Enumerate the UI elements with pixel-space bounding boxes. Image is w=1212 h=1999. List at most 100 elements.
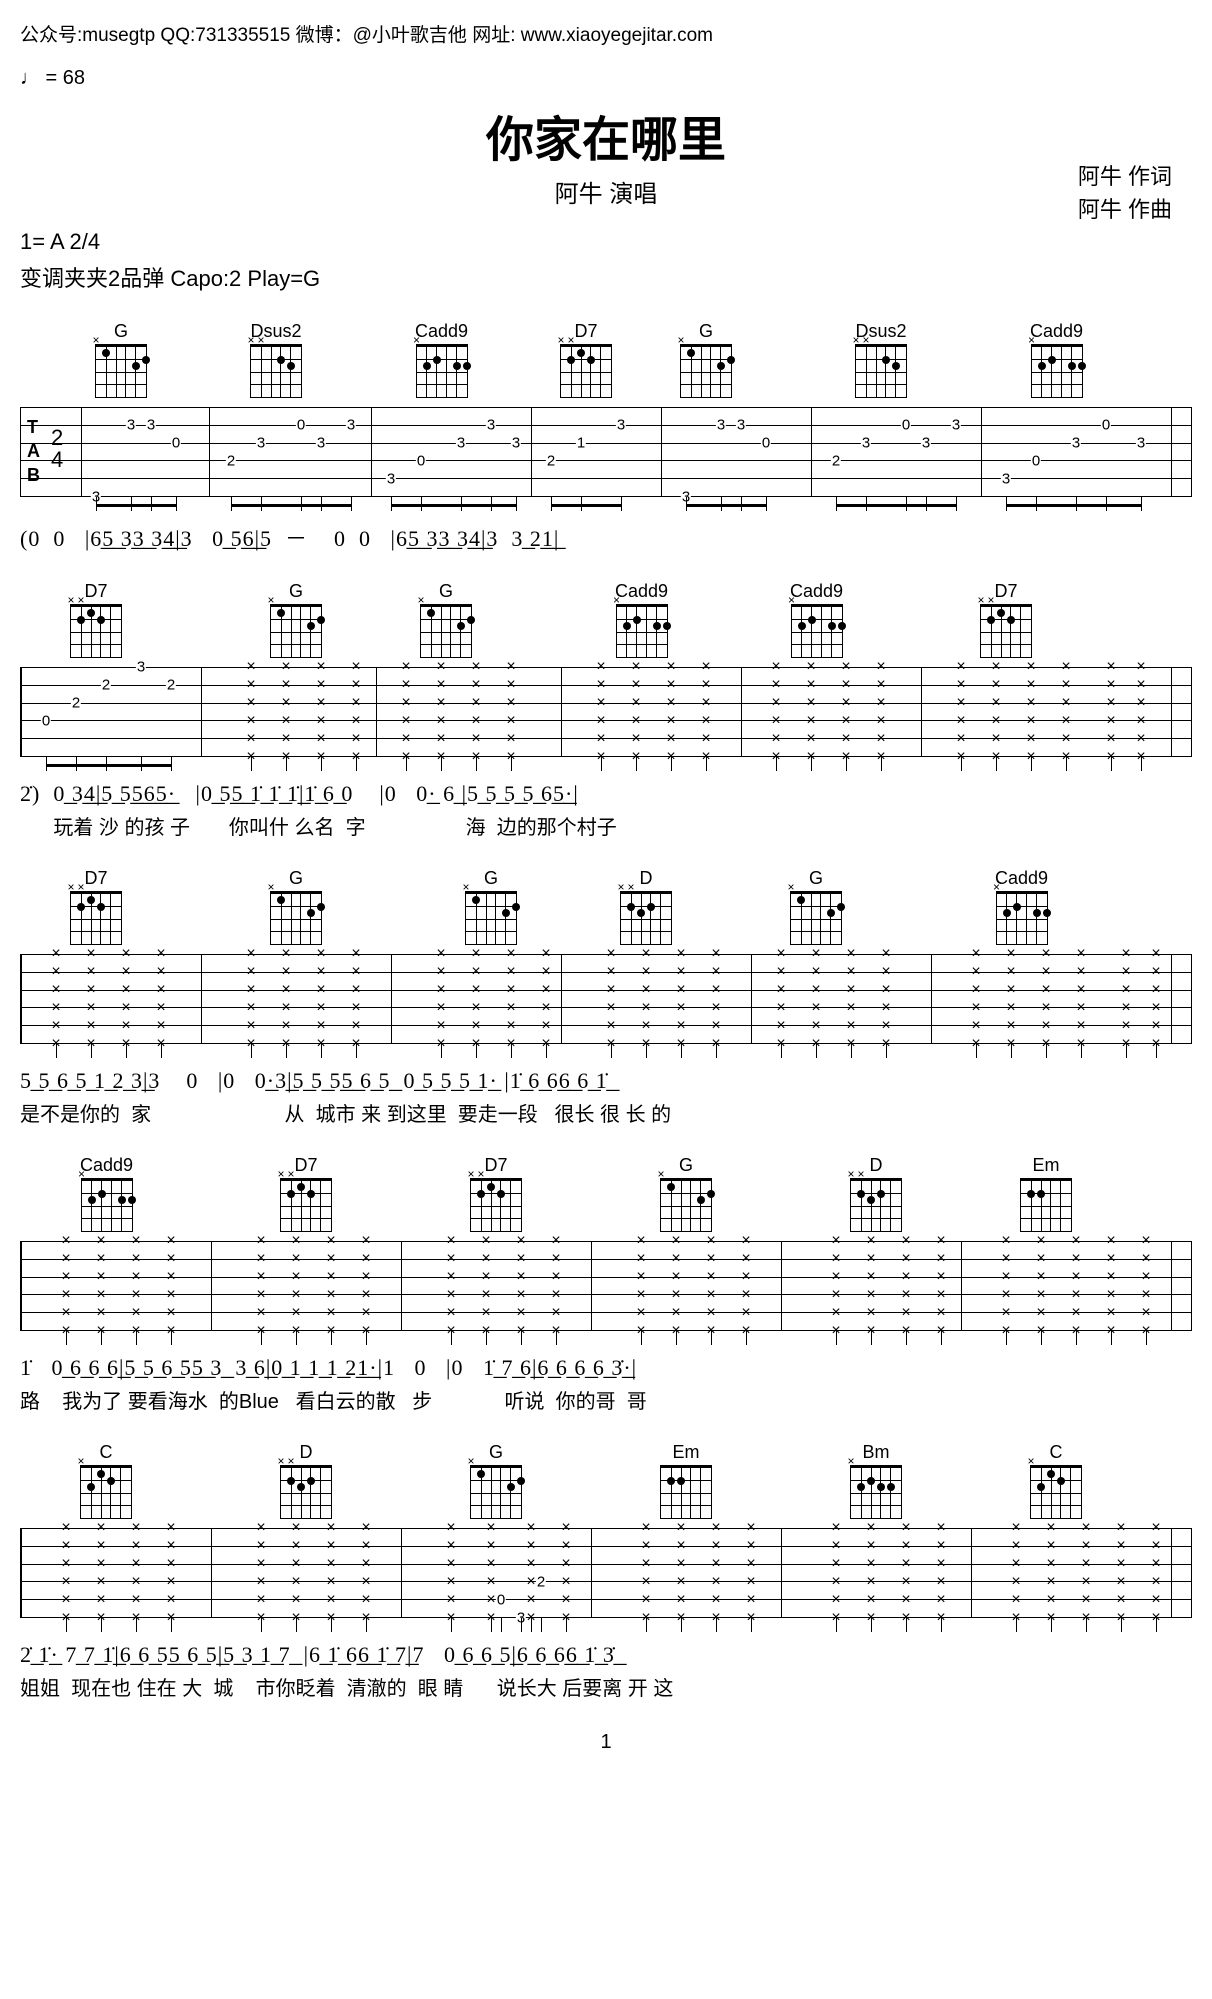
strum-mark: × <box>361 1268 370 1286</box>
strum-mark: × <box>1036 1232 1045 1250</box>
strum-mark: × <box>166 1304 175 1322</box>
strum-mark: × <box>936 1537 945 1555</box>
strum-mark: × <box>61 1268 70 1286</box>
tab-note: 3 <box>716 417 726 434</box>
strum-mark: × <box>666 712 675 730</box>
strum-mark: × <box>96 1537 105 1555</box>
strum-mark: × <box>481 1304 490 1322</box>
chord-diagram: × <box>270 604 322 658</box>
strum-mark: × <box>876 676 885 694</box>
chord-block: G× <box>95 321 147 398</box>
strum-mark: × <box>1151 945 1160 963</box>
strum-mark: × <box>436 712 445 730</box>
strum-mark: × <box>316 658 325 676</box>
chord-diagram: ×× <box>250 344 302 398</box>
strum-mark: × <box>711 1017 720 1035</box>
strum-mark: × <box>561 1573 570 1591</box>
strum-mark: × <box>1011 1555 1020 1573</box>
strum-mark: × <box>291 1573 300 1591</box>
strum-mark: × <box>506 676 515 694</box>
strum-mark: × <box>281 694 290 712</box>
tab-note: 0 <box>171 435 181 452</box>
strum-mark: × <box>1071 1268 1080 1286</box>
strum-mark: × <box>131 1232 140 1250</box>
strum-mark: × <box>291 1519 300 1537</box>
strum-mark: × <box>361 1286 370 1304</box>
barline <box>1171 407 1172 497</box>
strum-mark: × <box>96 1573 105 1591</box>
strum-mark: × <box>636 1250 645 1268</box>
strum-mark: × <box>61 1250 70 1268</box>
strum-mark: × <box>1026 676 1035 694</box>
strum-mark: × <box>436 963 445 981</box>
strum-mark: × <box>1061 730 1070 748</box>
strum-mark: × <box>361 1573 370 1591</box>
strum-mark: × <box>641 1537 650 1555</box>
strum-mark: × <box>166 1573 175 1591</box>
chord-name: G <box>270 868 322 889</box>
strum-mark: × <box>1116 1591 1125 1609</box>
tab-note: 0 <box>1101 417 1111 434</box>
strum-mark: × <box>131 1268 140 1286</box>
strum-mark: × <box>1141 1250 1150 1268</box>
strum-mark: × <box>806 730 815 748</box>
strum-mark: × <box>1151 963 1160 981</box>
strum-mark: × <box>486 1555 495 1573</box>
strum-mark: × <box>1116 1537 1125 1555</box>
strum-mark: × <box>1106 1232 1115 1250</box>
chord-block: D×× <box>280 1442 332 1519</box>
strum-mark: × <box>701 694 710 712</box>
barline <box>371 407 372 497</box>
strum-mark: × <box>1106 1304 1115 1322</box>
strum-mark: × <box>676 1017 685 1035</box>
strum-mark: × <box>96 1250 105 1268</box>
strum-mark: × <box>936 1304 945 1322</box>
strum-mark: × <box>96 1232 105 1250</box>
strum-mark: × <box>51 963 60 981</box>
strum-mark: × <box>51 981 60 999</box>
barline <box>741 667 742 757</box>
strum-mark: × <box>361 1555 370 1573</box>
strum-mark: × <box>516 1232 525 1250</box>
strum-mark: × <box>741 1286 750 1304</box>
strum-mark: × <box>471 730 480 748</box>
strum-mark: × <box>436 730 445 748</box>
chord-diagram: ×× <box>70 604 122 658</box>
strum-mark: × <box>121 963 130 981</box>
strum-mark: × <box>1081 1537 1090 1555</box>
song-title: 你家在哪里 <box>20 100 1192 170</box>
strum-mark: × <box>1121 981 1130 999</box>
strum-mark: × <box>1001 1268 1010 1286</box>
strum-mark: × <box>481 1232 490 1250</box>
strum-mark: × <box>1071 1232 1080 1250</box>
strum-mark: × <box>246 730 255 748</box>
strum-mark: × <box>256 1555 265 1573</box>
strum-mark: × <box>541 945 550 963</box>
strum-mark: × <box>1006 999 1015 1017</box>
strum-mark: × <box>711 999 720 1017</box>
tab-note: 1 <box>576 435 586 452</box>
tab-note: 3 <box>136 659 146 676</box>
strum-mark: × <box>631 658 640 676</box>
strum-mark: × <box>741 1268 750 1286</box>
strum-mark: × <box>771 676 780 694</box>
strum-mark: × <box>866 1573 875 1591</box>
strum-mark: × <box>316 712 325 730</box>
key-info: 1= A 2/4 <box>20 229 1192 255</box>
chord-block: C× <box>80 1442 132 1519</box>
strum-mark: × <box>701 712 710 730</box>
strum-mark: × <box>526 1555 535 1573</box>
strum-mark: × <box>1136 694 1145 712</box>
strum-mark: × <box>641 1591 650 1609</box>
strum-mark: × <box>436 1017 445 1035</box>
tab-note: 3 <box>456 435 466 452</box>
strum-mark: × <box>1026 694 1035 712</box>
barline <box>21 954 22 1044</box>
strum-mark: × <box>1076 1017 1085 1035</box>
strum-mark: × <box>561 1519 570 1537</box>
strum-mark: × <box>1106 730 1115 748</box>
strum-mark: × <box>936 1268 945 1286</box>
strum-mark: × <box>806 658 815 676</box>
strum-mark: × <box>1076 981 1085 999</box>
tab-note: 0 <box>416 453 426 470</box>
